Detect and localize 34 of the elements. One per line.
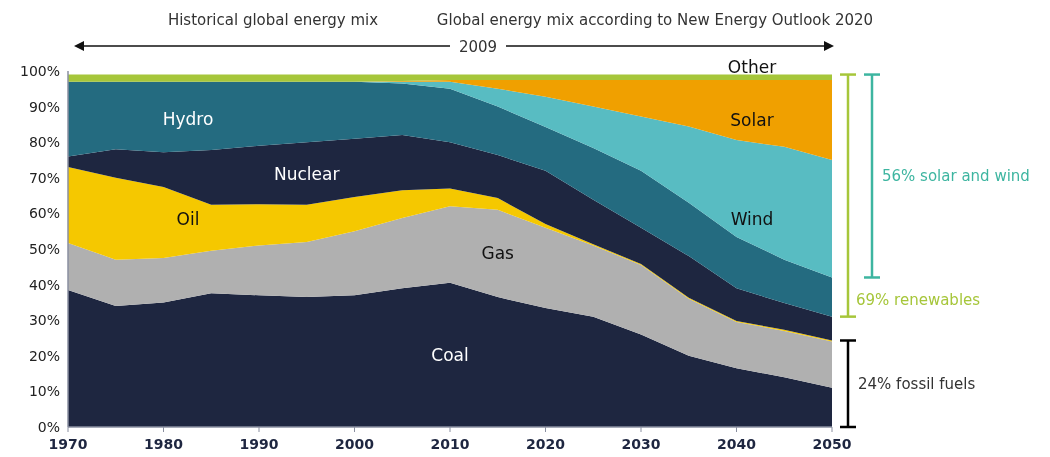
y-tick-label: 100% xyxy=(19,63,60,79)
x-tick-label: 2050 xyxy=(812,436,852,452)
x-tick-label: 1980 xyxy=(144,436,184,452)
y-tick-label: 10% xyxy=(28,383,60,400)
series-label: Hydro xyxy=(162,109,214,130)
y-tick-label: 30% xyxy=(28,312,60,329)
series-label: Other xyxy=(727,56,777,77)
series-label: Solar xyxy=(730,109,774,130)
y-tick-label: 50% xyxy=(28,241,60,257)
x-tick-label: 2030 xyxy=(621,436,661,452)
y-tick-label: 40% xyxy=(28,276,60,293)
y-tick-label: 60% xyxy=(28,205,60,222)
x-tick-label: 2010 xyxy=(430,436,470,452)
text: 56% solar and wind xyxy=(882,167,1030,186)
y-tick-label: 20% xyxy=(28,347,60,364)
text: 69% renewables xyxy=(856,290,981,309)
text: Global energy mix according to New Energy Outlook 2020 xyxy=(436,11,874,29)
y-tick-label: 80% xyxy=(28,134,60,151)
x-tick-label: 1970 xyxy=(48,436,88,452)
y-tick-label: 70% xyxy=(28,169,60,186)
series-label: Wind xyxy=(730,208,774,229)
text: 2009 xyxy=(458,38,498,56)
series-label: Coal xyxy=(431,344,469,365)
series-label: Nuclear xyxy=(274,163,340,184)
text: 24% fossil fuels xyxy=(858,374,976,393)
text: Historical global energy mix xyxy=(167,11,379,29)
y-tick-label: 0% xyxy=(37,419,60,435)
x-tick-label: 2040 xyxy=(717,436,757,452)
x-tick-label: 2020 xyxy=(526,436,566,452)
series-label: Gas xyxy=(481,243,515,264)
series-label: Oil xyxy=(176,208,200,229)
y-tick-label: 90% xyxy=(28,98,60,115)
x-tick-label: 2000 xyxy=(335,436,375,452)
x-tick-label: 1990 xyxy=(239,436,279,452)
